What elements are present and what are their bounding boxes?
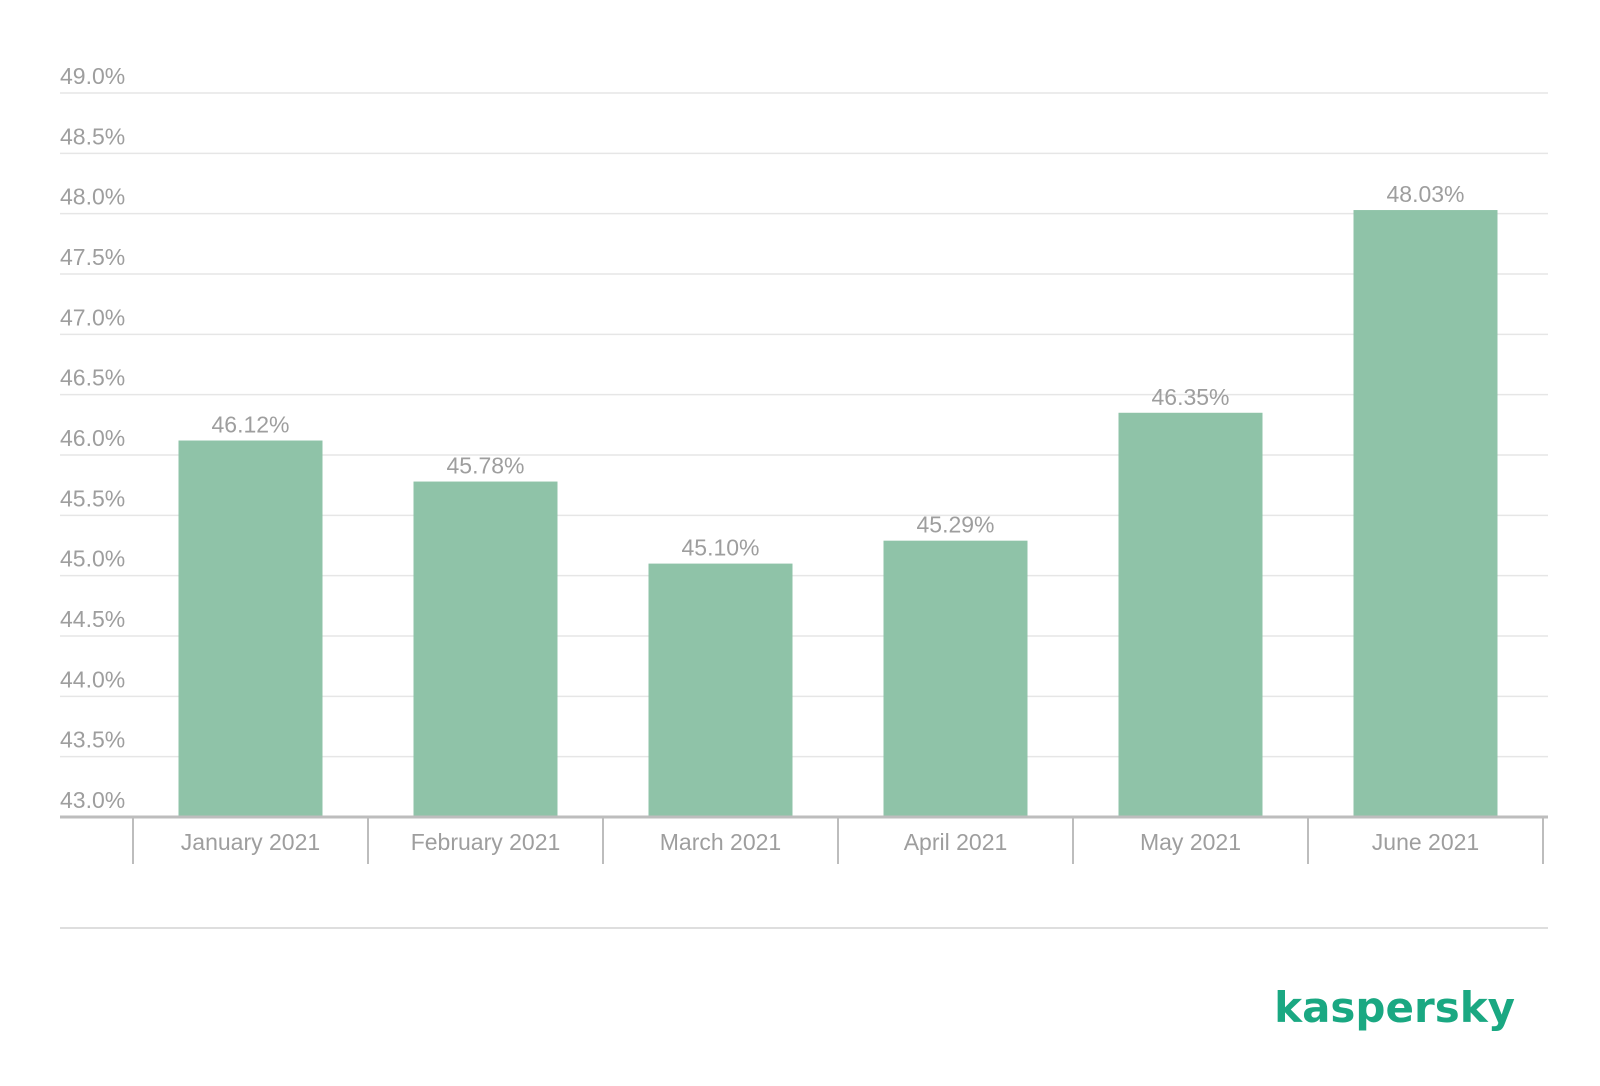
y-tick-label: 47.0% [60,304,125,330]
bar [1118,412,1263,817]
y-tick-label: 47.5% [60,244,125,270]
y-tick-label: 43.0% [60,787,125,813]
y-tick-label: 45.5% [60,485,125,511]
y-tick-label: 48.5% [60,123,125,149]
bar [648,563,793,817]
y-tick-label: 48.0% [60,184,125,210]
kaspersky-logo: kaspersky [1274,983,1515,1032]
y-tick-label: 45.0% [60,546,125,572]
y-axis-ticks: 43.0% 43.5% 44.0% 44.5% 45.0% 45.5% 46.0% 46.5%… [60,63,125,813]
data-label: 45.10% [681,535,759,561]
y-tick-label: 46.5% [60,365,125,391]
x-axis: January 2021 February 2021 March 2021 April… [60,815,1548,864]
bar [178,440,323,817]
data-label: 46.12% [211,412,289,438]
x-tick-label: April 2021 [904,829,1008,855]
y-tick-label: 44.5% [60,606,125,632]
data-labels: 46.12% 45.78% 45.10% 45.29% 46.35% 48.03% [211,181,1464,561]
data-label: 45.78% [446,453,524,479]
x-tick-label: January 2021 [181,829,320,855]
data-label: 45.29% [916,512,994,538]
y-tick-label: 46.0% [60,425,125,451]
bar [883,540,1028,817]
y-tick-label: 49.0% [60,63,125,89]
bar [1353,210,1498,818]
x-tick-label: May 2021 [1140,829,1241,855]
y-tick-label: 43.5% [60,727,125,753]
x-tick-label: June 2021 [1372,829,1479,855]
y-tick-label: 44.0% [60,666,125,692]
bars [178,210,1498,818]
x-tick-label: February 2021 [411,829,561,855]
x-tick-label: March 2021 [660,829,781,855]
data-label: 48.03% [1386,181,1464,207]
bar [413,481,558,817]
data-label: 46.35% [1151,384,1229,410]
